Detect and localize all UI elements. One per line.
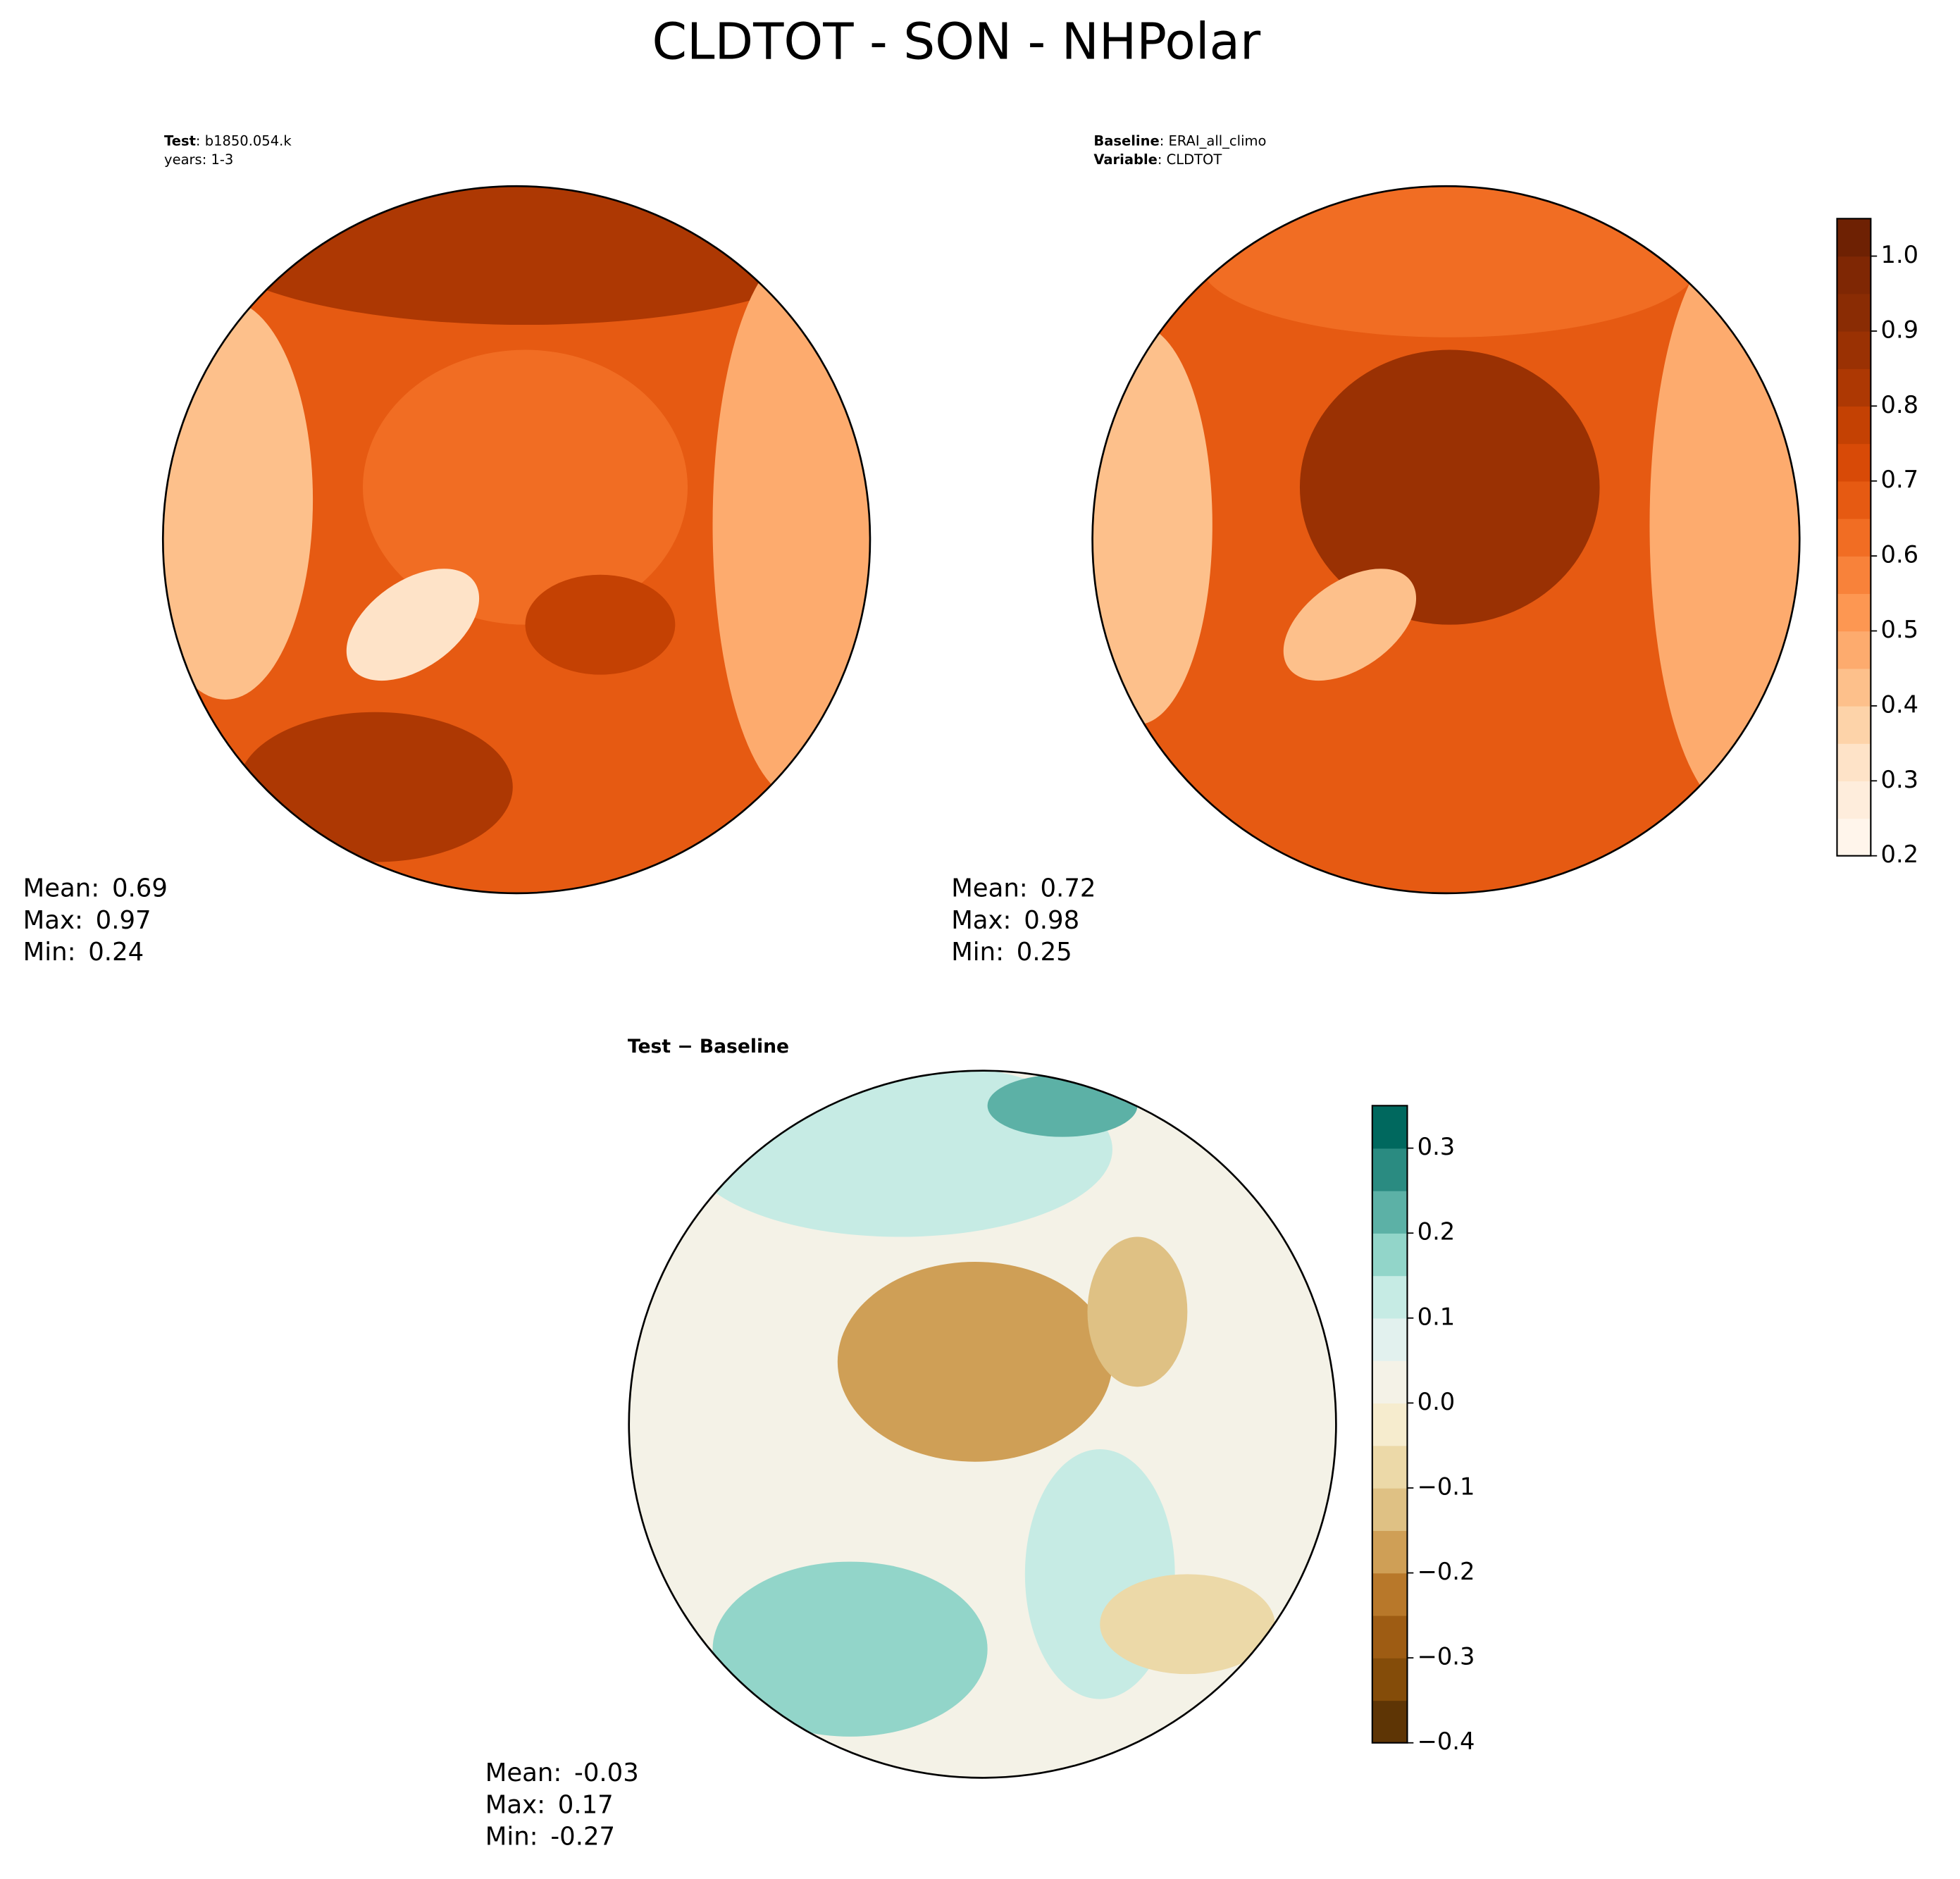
stat: Max: 0.97 — [23, 906, 151, 935]
stat-label: Mean: — [951, 874, 1028, 903]
stat: Min: -0.27 — [485, 1822, 615, 1851]
color-band — [1837, 406, 1871, 445]
colorbar-tick-label: 0.5 — [1881, 616, 1919, 643]
color-band — [1837, 781, 1871, 819]
stat-label: Mean: — [485, 1759, 562, 1787]
stat-label: Min: — [485, 1822, 538, 1851]
colorbar-tick-label: 0.9 — [1881, 316, 1919, 343]
stat-label: Mean: — [23, 874, 100, 903]
stat: Mean: 0.72 — [951, 874, 1096, 903]
stat-label: Min: — [23, 938, 76, 967]
color-band — [1372, 1403, 1408, 1446]
color-band — [1372, 1658, 1408, 1701]
colorbar-tick-label: 0.4 — [1881, 690, 1919, 718]
color-band — [1837, 593, 1871, 632]
stat-label: Min: — [951, 938, 1004, 967]
colorbar-tick-label: 0.3 — [1418, 1133, 1456, 1160]
color-band — [1372, 1700, 1408, 1744]
color-band — [1372, 1615, 1408, 1658]
header-value: : ERAI_all_climo — [1160, 132, 1267, 149]
stat-value: 0.98 — [1024, 906, 1079, 935]
color-band — [1837, 293, 1871, 332]
color-band — [1372, 1190, 1408, 1234]
colorbar-tick-label: −0.3 — [1418, 1643, 1475, 1670]
colorbar-frame — [1371, 1105, 1408, 1744]
color-band — [1372, 1445, 1408, 1489]
panel-header: years: 1-3 — [164, 151, 233, 167]
header-value: years: 1-3 — [164, 151, 233, 167]
color-band — [1372, 1487, 1408, 1531]
color-band — [1837, 743, 1871, 782]
panel-header: Variable: CLDTOT — [1093, 151, 1222, 167]
colorbar-tick-label: −0.2 — [1418, 1558, 1475, 1585]
color-band — [1372, 1360, 1408, 1404]
stat-value: 0.24 — [88, 938, 144, 967]
colorbar-tick-label: 0.2 — [1881, 841, 1919, 868]
color-band — [1372, 1275, 1408, 1319]
stat-value: -0.27 — [550, 1822, 615, 1851]
map-border — [161, 185, 872, 895]
colorbar-tick-label: 1.0 — [1881, 241, 1919, 268]
colorbar-tick-label: 0.8 — [1881, 391, 1919, 418]
color-band — [1837, 218, 1871, 257]
stat-value: 0.72 — [1040, 874, 1096, 903]
stat: Max: 0.98 — [951, 906, 1079, 935]
color-band — [1372, 1105, 1408, 1149]
colorbar-tick-label: 0.6 — [1881, 541, 1919, 569]
colorbar-tick-label: 0.2 — [1418, 1218, 1456, 1246]
map-border — [628, 1069, 1337, 1779]
color-band — [1837, 480, 1871, 519]
color-band — [1837, 330, 1871, 369]
color-band — [1837, 818, 1871, 857]
colorbar-tick-label: 0.1 — [1418, 1303, 1456, 1330]
panel-header: Baseline: ERAI_all_climo — [1093, 132, 1266, 149]
colorbar-tick-label: −0.4 — [1418, 1728, 1475, 1755]
header-key: Baseline — [1093, 132, 1159, 149]
color-band — [1837, 256, 1871, 294]
panel-header: Test − Baseline — [628, 1036, 789, 1058]
color-band — [1372, 1573, 1408, 1616]
map-baseline — [1092, 186, 1800, 893]
header-key: Test — [164, 132, 196, 149]
map-difference — [628, 1070, 1336, 1778]
stat-label: Max: — [951, 906, 1011, 935]
color-band — [1837, 368, 1871, 407]
stat-value: 0.25 — [1017, 938, 1072, 967]
colorbar-tick-label: 0.0 — [1418, 1388, 1456, 1415]
color-band — [1837, 443, 1871, 482]
stat: Mean: -0.03 — [485, 1759, 639, 1787]
color-band — [1372, 1233, 1408, 1277]
stat: Max: 0.17 — [485, 1790, 614, 1819]
header-key: Test − Baseline — [628, 1036, 789, 1058]
figure-title: CLDTOT - SON - NHPolar — [652, 12, 1261, 70]
color-band — [1837, 705, 1871, 744]
color-band — [1837, 668, 1871, 707]
color-band — [1837, 631, 1871, 669]
header-key: Variable — [1093, 151, 1158, 167]
color-band — [1837, 556, 1871, 595]
stat: Min: 0.25 — [951, 938, 1072, 967]
header-value: : CLDTOT — [1158, 151, 1222, 167]
colorbar-frame — [1836, 218, 1872, 857]
color-band — [1837, 518, 1871, 557]
stat-value: -0.03 — [574, 1759, 639, 1787]
panel-header: Test: b1850.054.k — [164, 132, 292, 149]
colorbar-tick-label: 0.3 — [1881, 766, 1919, 793]
stat: Mean: 0.69 — [23, 874, 168, 903]
stat-value: 0.97 — [96, 906, 151, 935]
color-band — [1372, 1317, 1408, 1361]
stat-label: Max: — [23, 906, 83, 935]
colorbar-tick-label: 0.7 — [1881, 466, 1919, 493]
colorbar-tick-label: −0.1 — [1418, 1472, 1475, 1500]
map-border — [1091, 185, 1801, 895]
color-band — [1372, 1148, 1408, 1191]
stat-label: Max: — [485, 1790, 545, 1819]
color-band — [1372, 1530, 1408, 1574]
stat-value: 0.17 — [558, 1790, 614, 1819]
header-value: : b1850.054.k — [196, 132, 292, 149]
map-test — [163, 186, 870, 893]
stat: Min: 0.24 — [23, 938, 144, 967]
stat-value: 0.69 — [112, 874, 168, 903]
